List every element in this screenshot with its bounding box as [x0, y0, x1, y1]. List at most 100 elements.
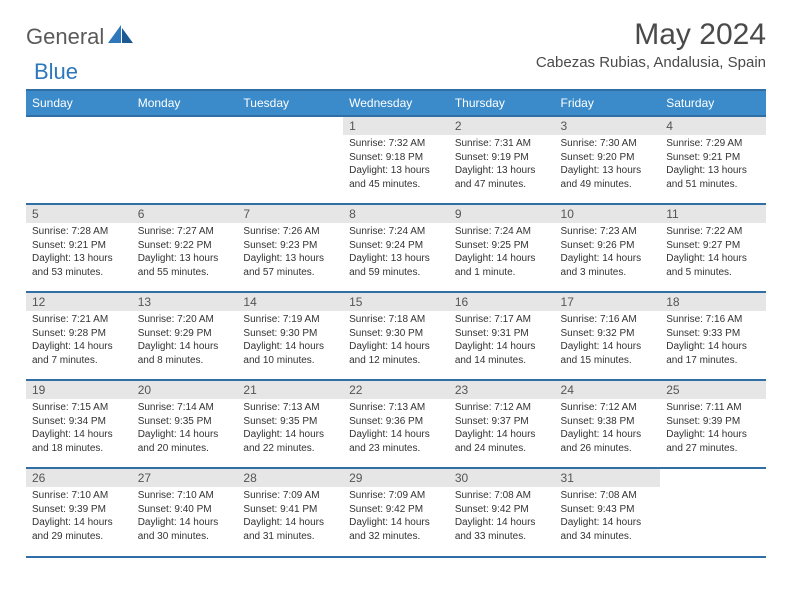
calendar-week-row: 12Sunrise: 7:21 AMSunset: 9:28 PMDayligh…: [26, 292, 766, 380]
day-info: Sunrise: 7:10 AMSunset: 9:39 PMDaylight:…: [26, 487, 132, 547]
calendar-day-cell: [660, 468, 766, 556]
daylight-line: Daylight: 14 hours and 33 minutes.: [455, 516, 549, 543]
calendar-day-cell: 22Sunrise: 7:13 AMSunset: 9:36 PMDayligh…: [343, 380, 449, 468]
daylight-line: Daylight: 14 hours and 1 minute.: [455, 252, 549, 279]
sunset-line: Sunset: 9:35 PM: [243, 415, 337, 429]
day-number: [132, 117, 238, 135]
day-number: 1: [343, 117, 449, 135]
calendar-page: General May 2024 Cabezas Rubias, Andalus…: [0, 0, 792, 568]
day-info: Sunrise: 7:11 AMSunset: 9:39 PMDaylight:…: [660, 399, 766, 459]
sunrise-line: Sunrise: 7:16 AM: [666, 313, 760, 327]
calendar-table: SundayMondayTuesdayWednesdayThursdayFrid…: [26, 89, 766, 556]
daylight-line: Daylight: 14 hours and 27 minutes.: [666, 428, 760, 455]
day-info: Sunrise: 7:32 AMSunset: 9:18 PMDaylight:…: [343, 135, 449, 195]
weekday-header: Monday: [132, 90, 238, 116]
day-number: 17: [555, 293, 661, 311]
calendar-day-cell: 17Sunrise: 7:16 AMSunset: 9:32 PMDayligh…: [555, 292, 661, 380]
calendar-day-cell: 29Sunrise: 7:09 AMSunset: 9:42 PMDayligh…: [343, 468, 449, 556]
brand-logo: General: [26, 18, 136, 50]
daylight-line: Daylight: 14 hours and 18 minutes.: [32, 428, 126, 455]
sunrise-line: Sunrise: 7:24 AM: [349, 225, 443, 239]
day-number: 5: [26, 205, 132, 223]
sunset-line: Sunset: 9:23 PM: [243, 239, 337, 253]
daylight-line: Daylight: 13 hours and 45 minutes.: [349, 164, 443, 191]
sunrise-line: Sunrise: 7:12 AM: [455, 401, 549, 415]
calendar-day-cell: 11Sunrise: 7:22 AMSunset: 9:27 PMDayligh…: [660, 204, 766, 292]
sunset-line: Sunset: 9:43 PM: [561, 503, 655, 517]
sunset-line: Sunset: 9:35 PM: [138, 415, 232, 429]
sunset-line: Sunset: 9:41 PM: [243, 503, 337, 517]
sunrise-line: Sunrise: 7:20 AM: [138, 313, 232, 327]
day-info: Sunrise: 7:12 AMSunset: 9:38 PMDaylight:…: [555, 399, 661, 459]
day-number: 29: [343, 469, 449, 487]
calendar-day-cell: 23Sunrise: 7:12 AMSunset: 9:37 PMDayligh…: [449, 380, 555, 468]
calendar-day-cell: 1Sunrise: 7:32 AMSunset: 9:18 PMDaylight…: [343, 116, 449, 204]
calendar-day-cell: 14Sunrise: 7:19 AMSunset: 9:30 PMDayligh…: [237, 292, 343, 380]
sunset-line: Sunset: 9:26 PM: [561, 239, 655, 253]
daylight-line: Daylight: 14 hours and 7 minutes.: [32, 340, 126, 367]
sunrise-line: Sunrise: 7:10 AM: [32, 489, 126, 503]
sunset-line: Sunset: 9:37 PM: [455, 415, 549, 429]
daylight-line: Daylight: 14 hours and 14 minutes.: [455, 340, 549, 367]
sunrise-line: Sunrise: 7:29 AM: [666, 137, 760, 151]
daylight-line: Daylight: 14 hours and 26 minutes.: [561, 428, 655, 455]
daylight-line: Daylight: 14 hours and 5 minutes.: [666, 252, 760, 279]
sunset-line: Sunset: 9:39 PM: [32, 503, 126, 517]
calendar-week-row: 1Sunrise: 7:32 AMSunset: 9:18 PMDaylight…: [26, 116, 766, 204]
daylight-line: Daylight: 14 hours and 22 minutes.: [243, 428, 337, 455]
day-info: Sunrise: 7:09 AMSunset: 9:41 PMDaylight:…: [237, 487, 343, 547]
day-info: Sunrise: 7:15 AMSunset: 9:34 PMDaylight:…: [26, 399, 132, 459]
day-number: 20: [132, 381, 238, 399]
calendar-day-cell: 12Sunrise: 7:21 AMSunset: 9:28 PMDayligh…: [26, 292, 132, 380]
sunset-line: Sunset: 9:42 PM: [455, 503, 549, 517]
day-number: 8: [343, 205, 449, 223]
calendar-day-cell: 4Sunrise: 7:29 AMSunset: 9:21 PMDaylight…: [660, 116, 766, 204]
calendar-day-cell: [26, 116, 132, 204]
calendar-day-cell: 16Sunrise: 7:17 AMSunset: 9:31 PMDayligh…: [449, 292, 555, 380]
month-title: May 2024: [536, 18, 766, 52]
calendar-day-cell: 7Sunrise: 7:26 AMSunset: 9:23 PMDaylight…: [237, 204, 343, 292]
day-number: 4: [660, 117, 766, 135]
sunrise-line: Sunrise: 7:21 AM: [32, 313, 126, 327]
daylight-line: Daylight: 13 hours and 59 minutes.: [349, 252, 443, 279]
day-info: Sunrise: 7:12 AMSunset: 9:37 PMDaylight:…: [449, 399, 555, 459]
day-number: 24: [555, 381, 661, 399]
day-info: Sunrise: 7:18 AMSunset: 9:30 PMDaylight:…: [343, 311, 449, 371]
calendar-day-cell: 15Sunrise: 7:18 AMSunset: 9:30 PMDayligh…: [343, 292, 449, 380]
brand-part1: General: [26, 24, 104, 50]
day-info: Sunrise: 7:17 AMSunset: 9:31 PMDaylight:…: [449, 311, 555, 371]
day-info: Sunrise: 7:22 AMSunset: 9:27 PMDaylight:…: [660, 223, 766, 283]
calendar-day-cell: 2Sunrise: 7:31 AMSunset: 9:19 PMDaylight…: [449, 116, 555, 204]
day-info: Sunrise: 7:16 AMSunset: 9:33 PMDaylight:…: [660, 311, 766, 371]
day-number: 28: [237, 469, 343, 487]
sunrise-line: Sunrise: 7:08 AM: [561, 489, 655, 503]
day-number: 21: [237, 381, 343, 399]
day-info: Sunrise: 7:28 AMSunset: 9:21 PMDaylight:…: [26, 223, 132, 283]
daylight-line: Daylight: 13 hours and 51 minutes.: [666, 164, 760, 191]
day-number: 15: [343, 293, 449, 311]
day-number: 18: [660, 293, 766, 311]
weekday-header: Saturday: [660, 90, 766, 116]
calendar-day-cell: 13Sunrise: 7:20 AMSunset: 9:29 PMDayligh…: [132, 292, 238, 380]
day-info: Sunrise: 7:19 AMSunset: 9:30 PMDaylight:…: [237, 311, 343, 371]
daylight-line: Daylight: 14 hours and 15 minutes.: [561, 340, 655, 367]
sunset-line: Sunset: 9:27 PM: [666, 239, 760, 253]
calendar-day-cell: 25Sunrise: 7:11 AMSunset: 9:39 PMDayligh…: [660, 380, 766, 468]
day-info: Sunrise: 7:21 AMSunset: 9:28 PMDaylight:…: [26, 311, 132, 371]
day-info: Sunrise: 7:13 AMSunset: 9:35 PMDaylight:…: [237, 399, 343, 459]
day-number: 12: [26, 293, 132, 311]
daylight-line: Daylight: 13 hours and 57 minutes.: [243, 252, 337, 279]
sunrise-line: Sunrise: 7:24 AM: [455, 225, 549, 239]
calendar-day-cell: 6Sunrise: 7:27 AMSunset: 9:22 PMDaylight…: [132, 204, 238, 292]
sunset-line: Sunset: 9:18 PM: [349, 151, 443, 165]
sunset-line: Sunset: 9:38 PM: [561, 415, 655, 429]
calendar-day-cell: [237, 116, 343, 204]
daylight-line: Daylight: 14 hours and 31 minutes.: [243, 516, 337, 543]
day-number: [26, 117, 132, 135]
sunrise-line: Sunrise: 7:10 AM: [138, 489, 232, 503]
day-info: Sunrise: 7:16 AMSunset: 9:32 PMDaylight:…: [555, 311, 661, 371]
sunrise-line: Sunrise: 7:32 AM: [349, 137, 443, 151]
day-number: 3: [555, 117, 661, 135]
sunset-line: Sunset: 9:20 PM: [561, 151, 655, 165]
sunset-line: Sunset: 9:29 PM: [138, 327, 232, 341]
